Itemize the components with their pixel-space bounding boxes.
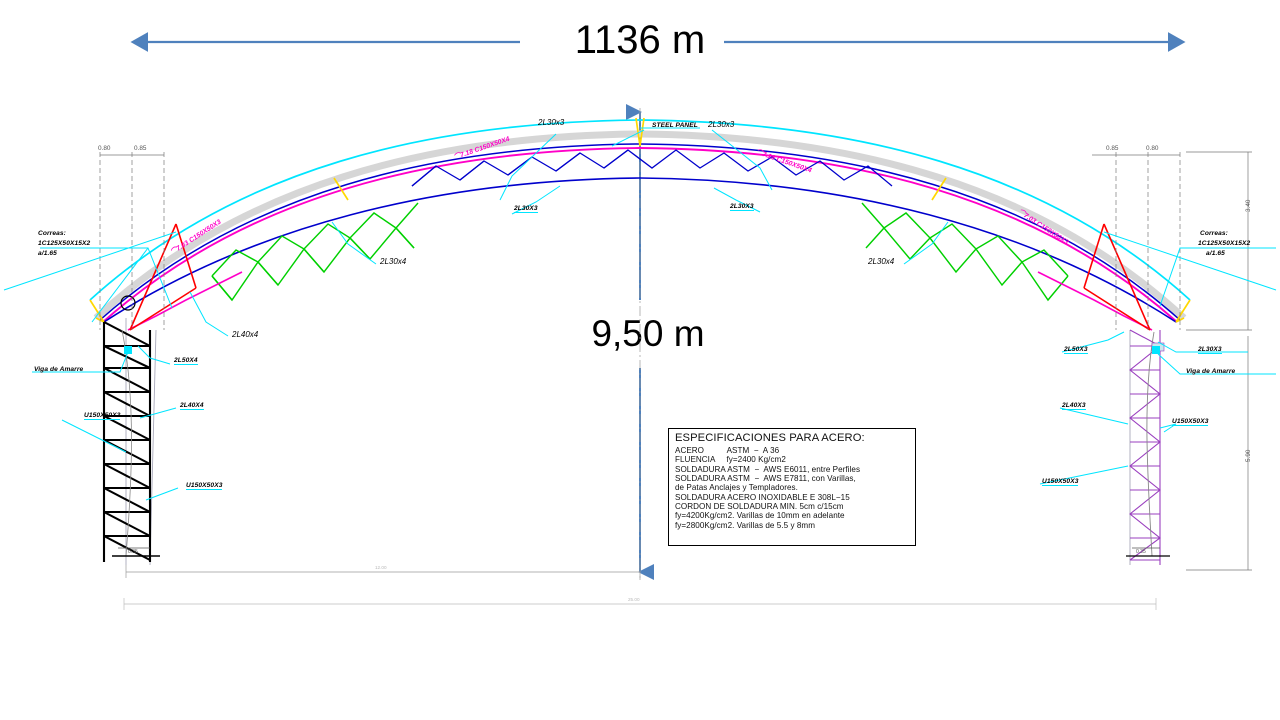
- base-plate-right-dim: 0.35: [1136, 549, 1146, 555]
- dim-left-085: 0.85: [134, 145, 147, 152]
- label-2l30x3-chord-left: 2L30X3: [514, 205, 538, 213]
- web-members-blue: [411, 149, 893, 187]
- arc-chord-magenta: [102, 147, 1178, 323]
- viga-amarre-right-marker: [1152, 346, 1160, 354]
- span-dimension-label: 1136 m: [574, 18, 706, 62]
- left-column: [102, 318, 160, 566]
- specifications-line-3: SOLDADURA ASTM − AWS E7811, con Varillas…: [675, 474, 856, 484]
- viga-amarre-left-marker: [124, 346, 132, 354]
- label-2l40x3-right: 2L40X3: [1062, 402, 1086, 410]
- lower-web-magenta-right: [1037, 271, 1153, 331]
- label-u150-upper-left: U150X50X3: [84, 412, 121, 420]
- specifications-line-7: fy=4200Kg/cm2. Varillas de 10mm en adela…: [675, 511, 845, 521]
- left-bearing-node: [120, 295, 136, 311]
- dim-bottom-inner: 12.00: [375, 565, 387, 570]
- lower-web-magenta-left: [127, 271, 243, 331]
- dim-right-340: 3.40: [1245, 199, 1252, 212]
- label-viga-amarre-right: Viga de Amarre: [1186, 368, 1236, 375]
- leader-lines: [3, 127, 1277, 501]
- specifications-line-0: ACERO ASTM − A 36: [675, 446, 780, 455]
- dim-right-085: 0.85: [1106, 145, 1119, 152]
- label-2l40x4-left: 2L40x4: [232, 330, 259, 339]
- steel-panel-band: [93, 130, 1187, 321]
- label-steel-panel: STEEL PANEL: [652, 122, 698, 129]
- dim-right-080: 0.80: [1146, 145, 1159, 152]
- label-u150-lower-left: U150X50X3: [186, 482, 223, 490]
- label-u150-lower-right: U150X50X3: [1042, 478, 1079, 486]
- specifications-line-6: CORDON DE SOLDADURA MIN. 5cm c/15cm: [675, 502, 844, 512]
- label-viga-amarre-left: Viga de Amarre: [34, 366, 84, 373]
- right-column-rungs: [1130, 345, 1160, 561]
- dim-bottom-outer: 25.00: [628, 597, 640, 602]
- specifications-line-8: fy=2800Kg/cm2. Varillas de 5.5 y 8mm: [675, 520, 815, 530]
- height-dimension-label: 9,50 m: [591, 313, 705, 354]
- label-2l30x3-top-right: 2L30x3: [708, 120, 735, 129]
- web-members-green-left: [211, 202, 419, 302]
- specifications-title: ESPECIFICACIONES PARA ACERO:: [675, 432, 865, 444]
- truss-lower-chord: [103, 177, 1177, 323]
- web-members-green-right: [861, 202, 1069, 302]
- label-correas-right-line1: Correas:: [1200, 230, 1228, 237]
- top-chord-correas: [89, 119, 1191, 301]
- label-2l30x3-right: 2L30X3: [1198, 346, 1222, 354]
- right-column: [1126, 329, 1170, 565]
- left-column-lattice: [103, 321, 151, 561]
- dim-left-080: 0.80: [98, 145, 111, 152]
- label-2l30x3-top-left: 2L30x3: [538, 118, 565, 127]
- right-column-diagonals: [1129, 329, 1161, 561]
- dimension-lines: [99, 151, 1252, 610]
- label-2l30x4-left: 2L30x4: [380, 257, 407, 266]
- label-2l40x4-column-left: 2L40X4: [180, 402, 204, 410]
- label-2l30x4-right: 2L30x4: [868, 257, 895, 266]
- specifications-line-2: SOLDADURA ASTM − AWS E6011, entre Perfil…: [675, 464, 861, 474]
- label-correas-left-line2: 1C125X50X15X2: [38, 240, 91, 247]
- label-2l30x3-chord-right: 2L30X3: [730, 203, 754, 211]
- label-correas-right-line3: a/1.65: [1206, 250, 1225, 257]
- specifications-line-4: de Patas Anclajes y Templadores.: [675, 483, 798, 493]
- dim-right-590: 5.90: [1245, 449, 1252, 462]
- specifications-box: ESPECIFICACIONES PARA ACERO: ACERO ASTM …: [668, 428, 916, 546]
- label-correas-left-line1: Correas:: [38, 230, 66, 237]
- label-2l50x4-left: 2L50X4: [174, 357, 198, 365]
- specifications-line-1: FLUENCIA fy=2400 Kg/cm2: [675, 455, 786, 465]
- label-2l50x3-right: 2L50X3: [1064, 346, 1088, 354]
- label-u150-upper-right: U150X50X3: [1172, 418, 1209, 426]
- specifications-line-5: SOLDADURA ACERO INOXIDABLE E 308L−15: [675, 492, 850, 502]
- label-correas-left-line3: a/1.65: [38, 250, 57, 257]
- end-diagonals-red: [129, 223, 1151, 331]
- label-correas-right-line2: 1C125X50X15X2: [1198, 240, 1251, 247]
- base-plate-left-dim: 0.35: [128, 549, 138, 555]
